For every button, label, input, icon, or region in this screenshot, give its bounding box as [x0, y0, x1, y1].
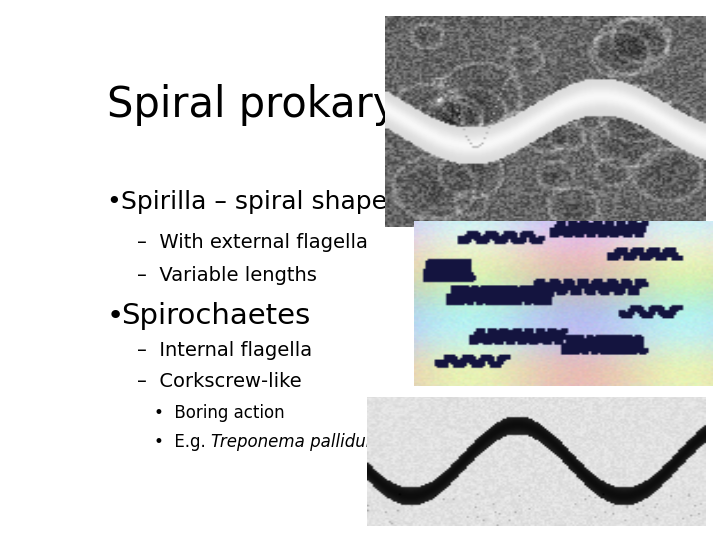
Text: •: •: [107, 302, 124, 330]
Text: –  Internal flagella: – Internal flagella: [138, 341, 312, 360]
Text: –  With external flagella: – With external flagella: [138, 233, 369, 252]
Text: Treponema pallidum: Treponema pallidum: [211, 433, 382, 451]
Text: (Syphilis): (Syphilis): [382, 433, 464, 451]
Text: –  Corkscrew-like: – Corkscrew-like: [138, 373, 302, 392]
Text: •  Boring action: • Boring action: [154, 404, 285, 422]
Text: Spirilla – spiral shaped: Spirilla – spiral shaped: [121, 190, 402, 213]
Text: •: •: [107, 190, 122, 213]
Text: –  Variable lengths: – Variable lengths: [138, 266, 318, 286]
Text: Spiral prokaryotes: Spiral prokaryotes: [107, 84, 486, 125]
Text: Spirochaetes: Spirochaetes: [121, 302, 310, 330]
Text: •  E.g.: • E.g.: [154, 433, 211, 451]
